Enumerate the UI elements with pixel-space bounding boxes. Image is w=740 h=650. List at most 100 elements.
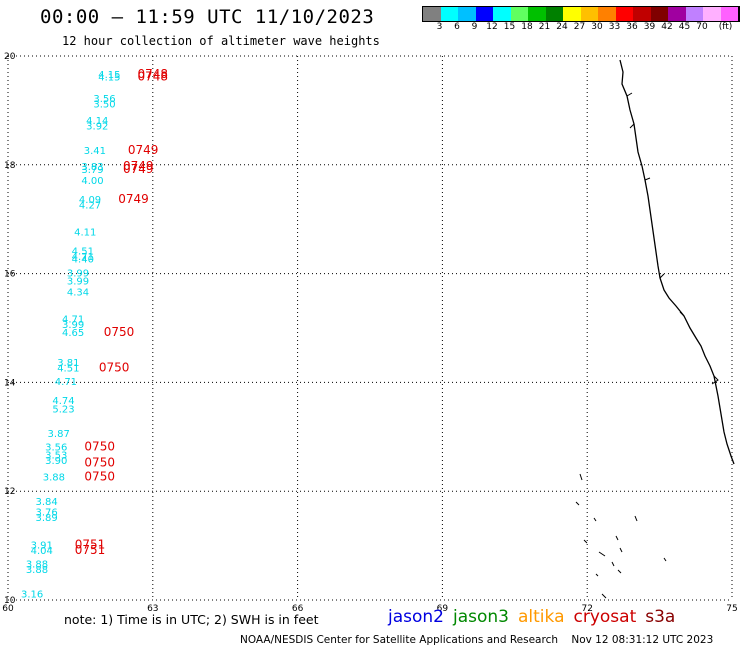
wave-height-value: 3.79 [81, 165, 103, 176]
wave-height-value: 4.65 [62, 328, 84, 339]
color-scale-label: 24 [556, 22, 568, 32]
color-swatch [615, 7, 633, 21]
wave-height-value: 3.81 [57, 358, 79, 369]
color-swatch [633, 7, 651, 21]
wave-height-value: 3.88 [26, 559, 48, 570]
wave-height-value: 4.27 [79, 200, 101, 211]
color-scale-label: 39 [643, 22, 656, 32]
pass-time-value: 0748 [138, 69, 169, 83]
color-scale-label: 70 [696, 22, 708, 32]
wave-height-value: 3.83 [81, 162, 103, 173]
x-tick-label: 75 [726, 604, 737, 614]
wave-height-value: 3.99 [67, 268, 89, 279]
x-tick-label: 69 [437, 604, 449, 614]
wave-height-value: 4.71 [55, 377, 77, 388]
wave-height-value: 4.04 [31, 546, 53, 557]
wave-height-value: 4.71 [72, 252, 94, 263]
coastline [575, 59, 735, 599]
wave-height-value: 3.92 [86, 121, 108, 132]
pass-time-value: 0748 [138, 67, 169, 81]
wave-height-value: 3.87 [48, 429, 70, 440]
wave-height-value: 3.99 [62, 320, 84, 331]
wave-height-value: 3.91 [31, 540, 53, 551]
color-scale-label: 9 [471, 22, 478, 32]
color-swatch [493, 7, 511, 21]
color-scale-label: 6 [454, 22, 460, 32]
color-swatch [703, 7, 721, 21]
y-tick-label: 16 [4, 270, 16, 280]
color-scale-label: 30 [591, 22, 603, 32]
x-tick-label: 72 [581, 604, 592, 614]
y-tick-label: 18 [4, 161, 16, 171]
pass-time-value: 0750 [84, 456, 115, 470]
wave-height-value: 3.50 [93, 100, 115, 111]
wave-height-value: 3.56 [45, 442, 67, 453]
color-scale-label: (ft) [718, 22, 733, 32]
page-title: 00:00 – 11:59 UTC 11/10/2023 [40, 6, 375, 28]
wave-height-value: 3.53 [45, 451, 67, 462]
wave-height-value: 3.16 [21, 589, 43, 600]
satellite-legend: jason2 jason3 altika cryosat s3a [388, 607, 684, 627]
wave-height-value: 5.23 [52, 404, 74, 415]
color-swatch [510, 7, 528, 21]
wave-height-value: 4.51 [57, 364, 79, 375]
x-tick-label: 63 [147, 604, 158, 614]
color-scale-label: 36 [626, 22, 638, 32]
wave-height-value: 4.09 [79, 195, 101, 206]
color-swatch [738, 7, 740, 21]
pass-time-value: 0750 [99, 361, 130, 375]
wave-height-value: 3.88 [43, 472, 65, 483]
color-scale-label: 15 [503, 22, 516, 32]
color-swatch [580, 7, 598, 21]
x-tick-label: 60 [2, 604, 14, 614]
legend-item-altika: altika [518, 607, 565, 627]
legend-item-jason2: jason2 [388, 607, 444, 627]
pass-time-value: 0750 [84, 469, 115, 483]
color-scale-label: 3 [436, 22, 443, 32]
pass-time-value: 0749 [123, 162, 154, 176]
y-tick-label: 14 [4, 378, 16, 388]
wave-height-value: 4.15 [98, 72, 120, 83]
color-swatch [598, 7, 616, 21]
pass-time-value: 0749 [128, 143, 159, 157]
wave-height-value: 4.40 [72, 255, 94, 266]
map-grid [7, 55, 733, 601]
color-scale-label: 21 [538, 22, 551, 32]
color-scale-labels: 3 6 9 12 15 18 21 24 27 30 33 36 39 42 45 70 (ft) [422, 22, 740, 34]
legend-item-cryosat: cryosat [573, 607, 637, 627]
wave-height-value: 4.34 [67, 287, 89, 298]
units-note: note: 1) Time is in UTC; 2) SWH is in fe… [64, 612, 319, 627]
wave-height-labels: 4.154.153.563.504.143.923.413.833.794.00… [21, 70, 120, 601]
subtitle: 12 hour collection of altimeter wave hei… [62, 34, 380, 48]
wave-height-value: 4.51 [72, 247, 94, 258]
wave-height-value: 3.90 [45, 456, 67, 467]
wave-height-value: 4.11 [74, 228, 96, 239]
color-swatch [475, 7, 493, 21]
wave-height-value: 3.76 [35, 508, 57, 519]
wave-height-value: 3.84 [35, 497, 57, 508]
y-tick-label: 10 [4, 596, 16, 606]
wave-height-value: 4.14 [86, 116, 108, 127]
wave-height-value: 4.74 [52, 396, 74, 407]
color-swatch [528, 7, 546, 21]
wave-height-value: 3.99 [67, 276, 89, 287]
color-swatch [668, 7, 686, 21]
wave-height-value: 3.88 [26, 565, 48, 576]
wave-height-value: 3.56 [93, 94, 115, 105]
legend-item-jason3: jason3 [453, 607, 509, 627]
y-tick-label: 20 [4, 52, 16, 62]
wave-height-value: 4.00 [81, 176, 103, 187]
color-swatch [685, 7, 703, 21]
color-scale-label: 27 [573, 22, 586, 32]
axis-tick-labels: 60 63 66 69 72 75 20 18 16 14 12 10 [2, 52, 737, 614]
color-swatch [458, 7, 476, 21]
color-swatch [545, 7, 563, 21]
color-scale-label: 45 [678, 22, 691, 32]
x-tick-label: 66 [292, 604, 304, 614]
color-swatch [440, 7, 458, 21]
pass-time-value: 0749 [123, 159, 154, 173]
wave-height-value: 4.71 [62, 315, 84, 326]
color-swatch [563, 7, 581, 21]
coastline-india-west [619, 59, 735, 465]
